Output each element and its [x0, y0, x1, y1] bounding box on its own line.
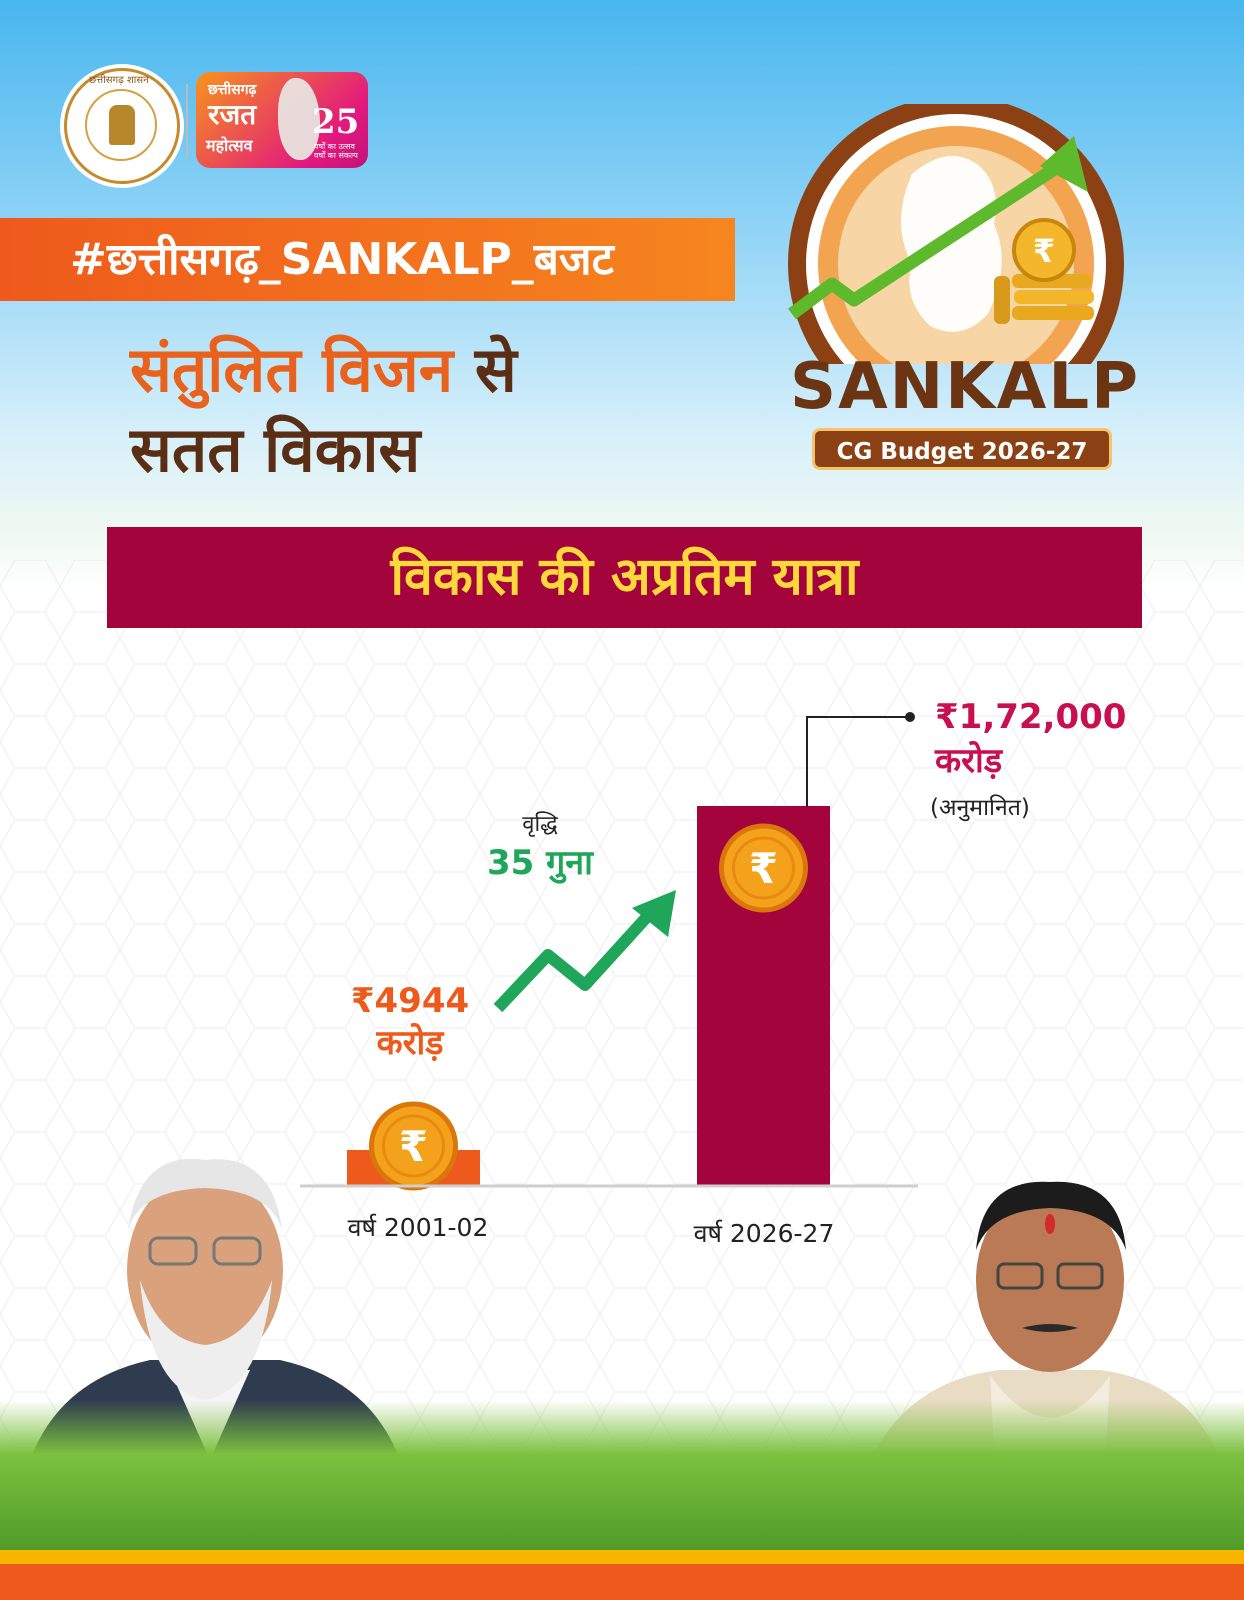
- growth-value: 35 गुना: [487, 843, 593, 883]
- rupee-coin-icon: ₹: [719, 823, 808, 913]
- bar-2001-unit: करोड़: [376, 1023, 444, 1063]
- leader-line: [806, 716, 910, 807]
- svg-text:₹: ₹: [1033, 232, 1055, 270]
- rajat-number: 25: [312, 102, 360, 142]
- headline: संतुलित विजन से सतत विकास: [130, 330, 650, 490]
- section-title-banner: विकास की अप्रतिम यात्रा: [107, 527, 1142, 628]
- footer-orange-band: [0, 1564, 1244, 1600]
- bar-2026-unit: करोड़: [935, 741, 1003, 781]
- growth-arrow-icon: [493, 903, 660, 1013]
- bar-2026-note: (अनुमानित): [930, 795, 1030, 821]
- headline-part1: संतुलित विजन: [130, 333, 454, 406]
- x-tick-2026-27: वर्ष 2026-27: [693, 1219, 835, 1248]
- grass-strip: [0, 1400, 1244, 1555]
- bar-2001-value-label: ₹4944 करोड़: [330, 980, 490, 1064]
- headline-line2: सतत विकास: [130, 413, 421, 486]
- sankalp-title: SANKALP: [790, 350, 1140, 424]
- logo-divider: [186, 84, 188, 158]
- bar-2026-value-label: ₹1,72,000 करोड़: [935, 695, 1126, 783]
- growth-arrow-icon: [788, 158, 1066, 320]
- rajat-line1: छत्तीसगढ़: [208, 82, 257, 98]
- rajat-tagline: वर्षों का उत्सव वर्षों का संकल्प: [314, 142, 358, 160]
- sankalp-emblem: ₹: [788, 104, 1124, 364]
- state-map-icon: [278, 78, 320, 160]
- gold-coins-icon: ₹: [994, 218, 1094, 324]
- emblem-icon: [109, 105, 135, 145]
- rajat-line2: रजत: [208, 98, 257, 131]
- rupee-coin-icon: ₹: [369, 1101, 458, 1191]
- x-tick-2001-02: वर्ष 2001-02: [347, 1213, 489, 1242]
- svg-text:₹: ₹: [399, 1122, 428, 1171]
- government-seal-logo: [64, 68, 180, 184]
- sankalp-subtitle: CG Budget 2026-27: [812, 428, 1112, 470]
- footer-yellow-band: [0, 1550, 1244, 1564]
- growth-arrow-head-icon: [632, 890, 676, 937]
- hashtag-banner: #छत्तीसगढ़_SANKALP_बजट: [0, 218, 735, 301]
- rajat-mahotsav-logo: छत्तीसगढ़ रजत महोत्सव 25 वर्षों का उत्सव…: [196, 72, 368, 168]
- svg-text:₹: ₹: [749, 844, 778, 893]
- rajat-line3: महोत्सव: [206, 136, 253, 155]
- bar-2001-amount: ₹4944: [350, 981, 470, 1021]
- bar-2026-amount: ₹1,72,000: [935, 697, 1127, 737]
- headline-part2: से: [474, 333, 517, 406]
- growth-arrow-head-icon: [1040, 136, 1088, 192]
- growth-title: वृद्धि: [522, 812, 558, 837]
- seal-text: छत्तीसगढ़ शासन: [89, 75, 149, 86]
- leader-dot: [905, 712, 915, 722]
